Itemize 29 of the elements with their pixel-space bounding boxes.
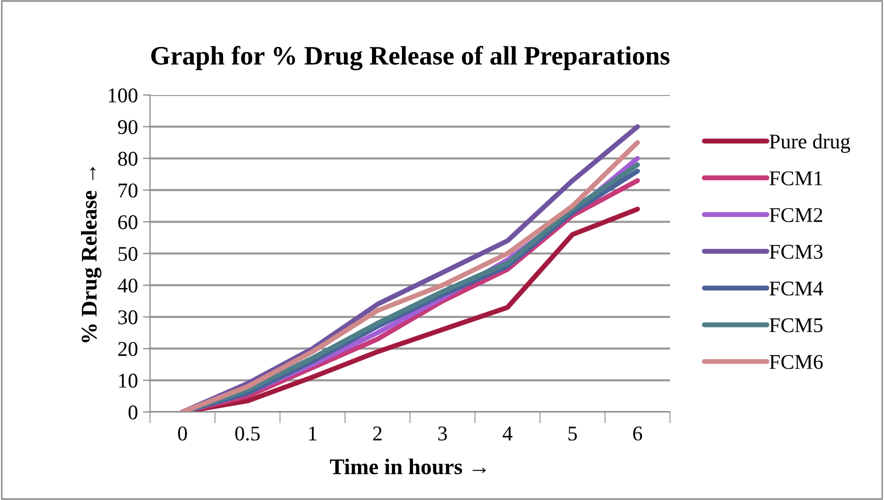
y-tick-label: 50 bbox=[118, 246, 138, 261]
x-tick-label: 4 bbox=[502, 426, 512, 440]
y-tick-label: 10 bbox=[119, 374, 138, 388]
legend-label: FCM6 bbox=[770, 354, 823, 369]
x-tick-label: 0.5 bbox=[235, 426, 260, 441]
legend-label: FCM4 bbox=[770, 282, 824, 296]
y-tick-label: 20 bbox=[118, 342, 138, 356]
y-tick-label: 80 bbox=[118, 152, 138, 166]
x-tick-label: 6 bbox=[633, 426, 642, 441]
x-tick-label: 2 bbox=[373, 426, 382, 440]
y-tick-label: 100 bbox=[108, 88, 138, 102]
y-tick-label: 30 bbox=[118, 310, 138, 324]
legend-label: FCM5 bbox=[770, 318, 823, 332]
x-tick-label: 1 bbox=[309, 426, 316, 440]
y-axis-title: % Drug Release → bbox=[81, 167, 102, 342]
y-tick-label: 0 bbox=[128, 405, 138, 420]
chart-title: Graph for % Drug Release of all Preparations bbox=[151, 46, 670, 70]
legend-label: Pure drug bbox=[770, 134, 850, 153]
legend-label: FCM1 bbox=[770, 171, 822, 186]
y-tick-label: 40 bbox=[118, 278, 138, 293]
y-tick-label: 90 bbox=[118, 120, 138, 134]
y-tick-label: 60 bbox=[118, 215, 138, 230]
legend-label: FCM2 bbox=[770, 208, 822, 222]
x-tick-label: 0 bbox=[178, 426, 187, 441]
legend-label: FCM3 bbox=[770, 244, 823, 259]
x-tick-label: 3 bbox=[438, 426, 447, 441]
x-axis-title: Time in hours → bbox=[330, 458, 486, 474]
x-tick-label: 5 bbox=[568, 426, 577, 441]
y-tick-label: 70 bbox=[118, 183, 138, 198]
